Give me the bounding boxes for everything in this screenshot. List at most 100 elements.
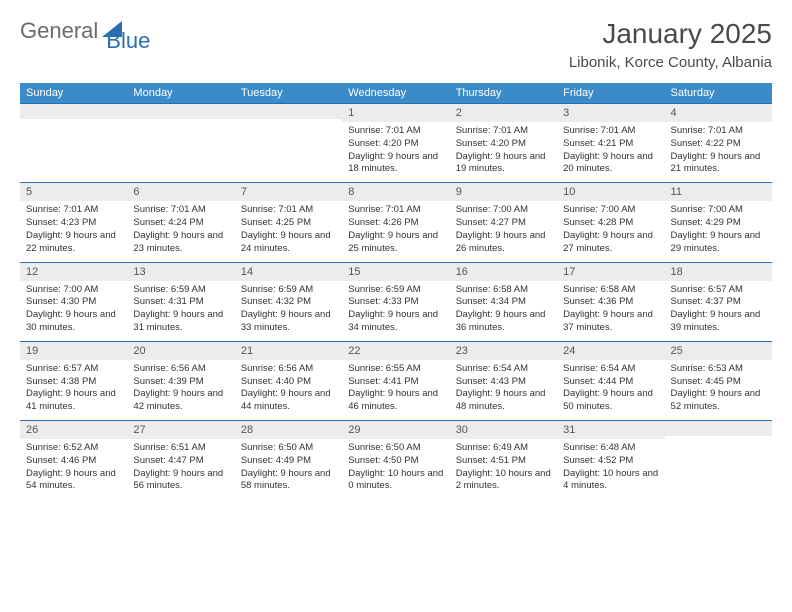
day-details: Sunrise: 7:01 AMSunset: 4:21 PMDaylight:… [557, 122, 664, 182]
calendar-day-cell: 4Sunrise: 7:01 AMSunset: 4:22 PMDaylight… [665, 103, 772, 182]
calendar-day-cell: 11Sunrise: 7:00 AMSunset: 4:29 PMDayligh… [665, 182, 772, 261]
day-details: Sunrise: 6:58 AMSunset: 4:34 PMDaylight:… [450, 281, 557, 341]
logo: General Blue [20, 18, 168, 44]
day-details: Sunrise: 6:53 AMSunset: 4:45 PMDaylight:… [665, 360, 772, 420]
calendar-week-row: 26Sunrise: 6:52 AMSunset: 4:46 PMDayligh… [20, 420, 772, 499]
day-number: 9 [450, 182, 557, 201]
location: Libonik, Korce County, Albania [569, 54, 772, 71]
day-details: Sunrise: 6:51 AMSunset: 4:47 PMDaylight:… [127, 439, 234, 499]
calendar-day-cell: 24Sunrise: 6:54 AMSunset: 4:44 PMDayligh… [557, 341, 664, 420]
calendar-day-cell: 30Sunrise: 6:49 AMSunset: 4:51 PMDayligh… [450, 420, 557, 499]
day-number: 2 [450, 103, 557, 122]
day-number: 31 [557, 420, 664, 439]
calendar-day-cell: 25Sunrise: 6:53 AMSunset: 4:45 PMDayligh… [665, 341, 772, 420]
calendar-week-row: 19Sunrise: 6:57 AMSunset: 4:38 PMDayligh… [20, 341, 772, 420]
calendar-day-cell: 12Sunrise: 7:00 AMSunset: 4:30 PMDayligh… [20, 262, 127, 341]
calendar-day-cell [127, 103, 234, 182]
day-details: Sunrise: 6:58 AMSunset: 4:36 PMDaylight:… [557, 281, 664, 341]
calendar-day-cell [665, 420, 772, 499]
calendar-day-cell: 23Sunrise: 6:54 AMSunset: 4:43 PMDayligh… [450, 341, 557, 420]
day-number: 20 [127, 341, 234, 360]
day-details: Sunrise: 7:01 AMSunset: 4:20 PMDaylight:… [342, 122, 449, 182]
day-details: Sunrise: 6:50 AMSunset: 4:49 PMDaylight:… [235, 439, 342, 499]
weekday-header: Saturday [665, 83, 772, 103]
day-details: Sunrise: 7:00 AMSunset: 4:30 PMDaylight:… [20, 281, 127, 341]
day-details: Sunrise: 7:01 AMSunset: 4:20 PMDaylight:… [450, 122, 557, 182]
day-number: 12 [20, 262, 127, 281]
calendar-day-cell: 5Sunrise: 7:01 AMSunset: 4:23 PMDaylight… [20, 182, 127, 261]
calendar-day-cell [20, 103, 127, 182]
day-details: Sunrise: 6:54 AMSunset: 4:43 PMDaylight:… [450, 360, 557, 420]
calendar-day-cell: 21Sunrise: 6:56 AMSunset: 4:40 PMDayligh… [235, 341, 342, 420]
day-details: Sunrise: 6:56 AMSunset: 4:40 PMDaylight:… [235, 360, 342, 420]
calendar-day-cell: 31Sunrise: 6:48 AMSunset: 4:52 PMDayligh… [557, 420, 664, 499]
day-number: 1 [342, 103, 449, 122]
day-details: Sunrise: 7:00 AMSunset: 4:29 PMDaylight:… [665, 201, 772, 261]
calendar-day-cell: 14Sunrise: 6:59 AMSunset: 4:32 PMDayligh… [235, 262, 342, 341]
day-details: Sunrise: 7:01 AMSunset: 4:23 PMDaylight:… [20, 201, 127, 261]
day-number: 10 [557, 182, 664, 201]
day-details: Sunrise: 6:49 AMSunset: 4:51 PMDaylight:… [450, 439, 557, 499]
day-number: 25 [665, 341, 772, 360]
day-number: 23 [450, 341, 557, 360]
weekday-header: Friday [557, 83, 664, 103]
day-details: Sunrise: 7:01 AMSunset: 4:22 PMDaylight:… [665, 122, 772, 182]
calendar-day-cell: 6Sunrise: 7:01 AMSunset: 4:24 PMDaylight… [127, 182, 234, 261]
header: General Blue January 2025 Libonik, Korce… [20, 18, 772, 71]
weekday-header: Thursday [450, 83, 557, 103]
calendar-day-cell: 29Sunrise: 6:50 AMSunset: 4:50 PMDayligh… [342, 420, 449, 499]
day-number: 24 [557, 341, 664, 360]
calendar-body: 1Sunrise: 7:01 AMSunset: 4:20 PMDaylight… [20, 103, 772, 499]
day-number: 21 [235, 341, 342, 360]
calendar-day-cell: 13Sunrise: 6:59 AMSunset: 4:31 PMDayligh… [127, 262, 234, 341]
day-number: 14 [235, 262, 342, 281]
day-number: 11 [665, 182, 772, 201]
day-number: 22 [342, 341, 449, 360]
weekday-header: Sunday [20, 83, 127, 103]
day-number: 18 [665, 262, 772, 281]
calendar-day-cell: 26Sunrise: 6:52 AMSunset: 4:46 PMDayligh… [20, 420, 127, 499]
day-number: 26 [20, 420, 127, 439]
day-number: 30 [450, 420, 557, 439]
day-number: 27 [127, 420, 234, 439]
day-details: Sunrise: 6:59 AMSunset: 4:32 PMDaylight:… [235, 281, 342, 341]
calendar-day-cell: 27Sunrise: 6:51 AMSunset: 4:47 PMDayligh… [127, 420, 234, 499]
day-details: Sunrise: 6:57 AMSunset: 4:38 PMDaylight:… [20, 360, 127, 420]
day-number: 4 [665, 103, 772, 122]
day-details: Sunrise: 6:59 AMSunset: 4:33 PMDaylight:… [342, 281, 449, 341]
calendar-day-cell: 19Sunrise: 6:57 AMSunset: 4:38 PMDayligh… [20, 341, 127, 420]
day-number: 17 [557, 262, 664, 281]
calendar-day-cell: 28Sunrise: 6:50 AMSunset: 4:49 PMDayligh… [235, 420, 342, 499]
calendar-week-row: 12Sunrise: 7:00 AMSunset: 4:30 PMDayligh… [20, 262, 772, 341]
calendar-day-cell: 3Sunrise: 7:01 AMSunset: 4:21 PMDaylight… [557, 103, 664, 182]
day-details: Sunrise: 6:48 AMSunset: 4:52 PMDaylight:… [557, 439, 664, 499]
day-details: Sunrise: 7:00 AMSunset: 4:28 PMDaylight:… [557, 201, 664, 261]
calendar-day-cell: 1Sunrise: 7:01 AMSunset: 4:20 PMDaylight… [342, 103, 449, 182]
weekday-header-row: Sunday Monday Tuesday Wednesday Thursday… [20, 83, 772, 103]
calendar-day-cell: 20Sunrise: 6:56 AMSunset: 4:39 PMDayligh… [127, 341, 234, 420]
calendar-day-cell: 2Sunrise: 7:01 AMSunset: 4:20 PMDaylight… [450, 103, 557, 182]
calendar-day-cell: 7Sunrise: 7:01 AMSunset: 4:25 PMDaylight… [235, 182, 342, 261]
month-title: January 2025 [569, 18, 772, 50]
day-details: Sunrise: 7:01 AMSunset: 4:25 PMDaylight:… [235, 201, 342, 261]
day-number: 29 [342, 420, 449, 439]
calendar-day-cell: 18Sunrise: 6:57 AMSunset: 4:37 PMDayligh… [665, 262, 772, 341]
day-number: 3 [557, 103, 664, 122]
day-number: 15 [342, 262, 449, 281]
weekday-header: Tuesday [235, 83, 342, 103]
weekday-header: Wednesday [342, 83, 449, 103]
calendar-week-row: 1Sunrise: 7:01 AMSunset: 4:20 PMDaylight… [20, 103, 772, 182]
weekday-header: Monday [127, 83, 234, 103]
calendar-day-cell [235, 103, 342, 182]
calendar-table: Sunday Monday Tuesday Wednesday Thursday… [20, 83, 772, 499]
day-details: Sunrise: 6:50 AMSunset: 4:50 PMDaylight:… [342, 439, 449, 499]
day-details: Sunrise: 6:57 AMSunset: 4:37 PMDaylight:… [665, 281, 772, 341]
day-details: Sunrise: 6:59 AMSunset: 4:31 PMDaylight:… [127, 281, 234, 341]
day-details: Sunrise: 7:00 AMSunset: 4:27 PMDaylight:… [450, 201, 557, 261]
calendar-day-cell: 17Sunrise: 6:58 AMSunset: 4:36 PMDayligh… [557, 262, 664, 341]
day-number: 13 [127, 262, 234, 281]
logo-text-general: General [20, 18, 98, 44]
calendar-day-cell: 10Sunrise: 7:00 AMSunset: 4:28 PMDayligh… [557, 182, 664, 261]
day-number: 7 [235, 182, 342, 201]
calendar-day-cell: 22Sunrise: 6:55 AMSunset: 4:41 PMDayligh… [342, 341, 449, 420]
